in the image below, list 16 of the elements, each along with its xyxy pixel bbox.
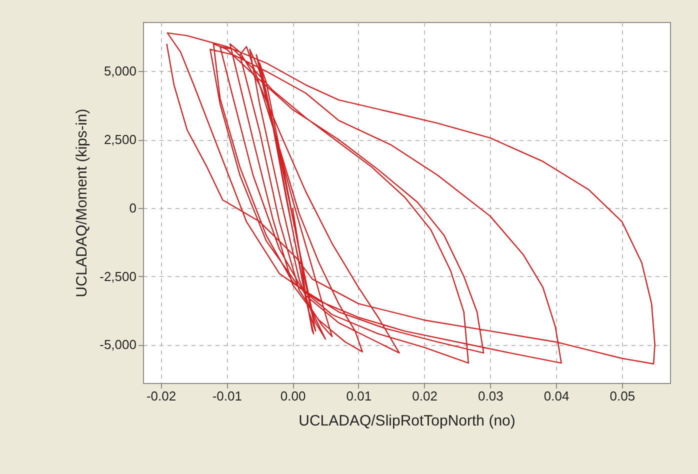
y-tick-label: -2,500 bbox=[100, 268, 136, 284]
x-tick-label: 0.03 bbox=[478, 388, 504, 404]
line-series bbox=[166, 32, 656, 364]
x-tick-label: 0.00 bbox=[280, 388, 306, 404]
y-axis-title: UCLADAQ/Moment (kips-in) bbox=[74, 108, 91, 298]
x-tick-label: 0.05 bbox=[610, 388, 636, 404]
x-tick-label: 0.04 bbox=[544, 388, 570, 404]
x-tick-label: 0.01 bbox=[346, 388, 372, 404]
y-tick-label: -5,000 bbox=[100, 337, 136, 352]
y-tick-label: 2,500 bbox=[104, 132, 136, 148]
x-tick-label: 0.02 bbox=[412, 388, 438, 404]
x-tick-label: -0.02 bbox=[146, 388, 176, 404]
x-tick-label: -0.01 bbox=[212, 388, 242, 404]
y-tick-label: 0 bbox=[129, 200, 136, 216]
y-tick-label: 5,000 bbox=[104, 64, 136, 79]
x-axis-title: UCLADAQ/SlipRotTopNorth (no) bbox=[298, 412, 516, 430]
